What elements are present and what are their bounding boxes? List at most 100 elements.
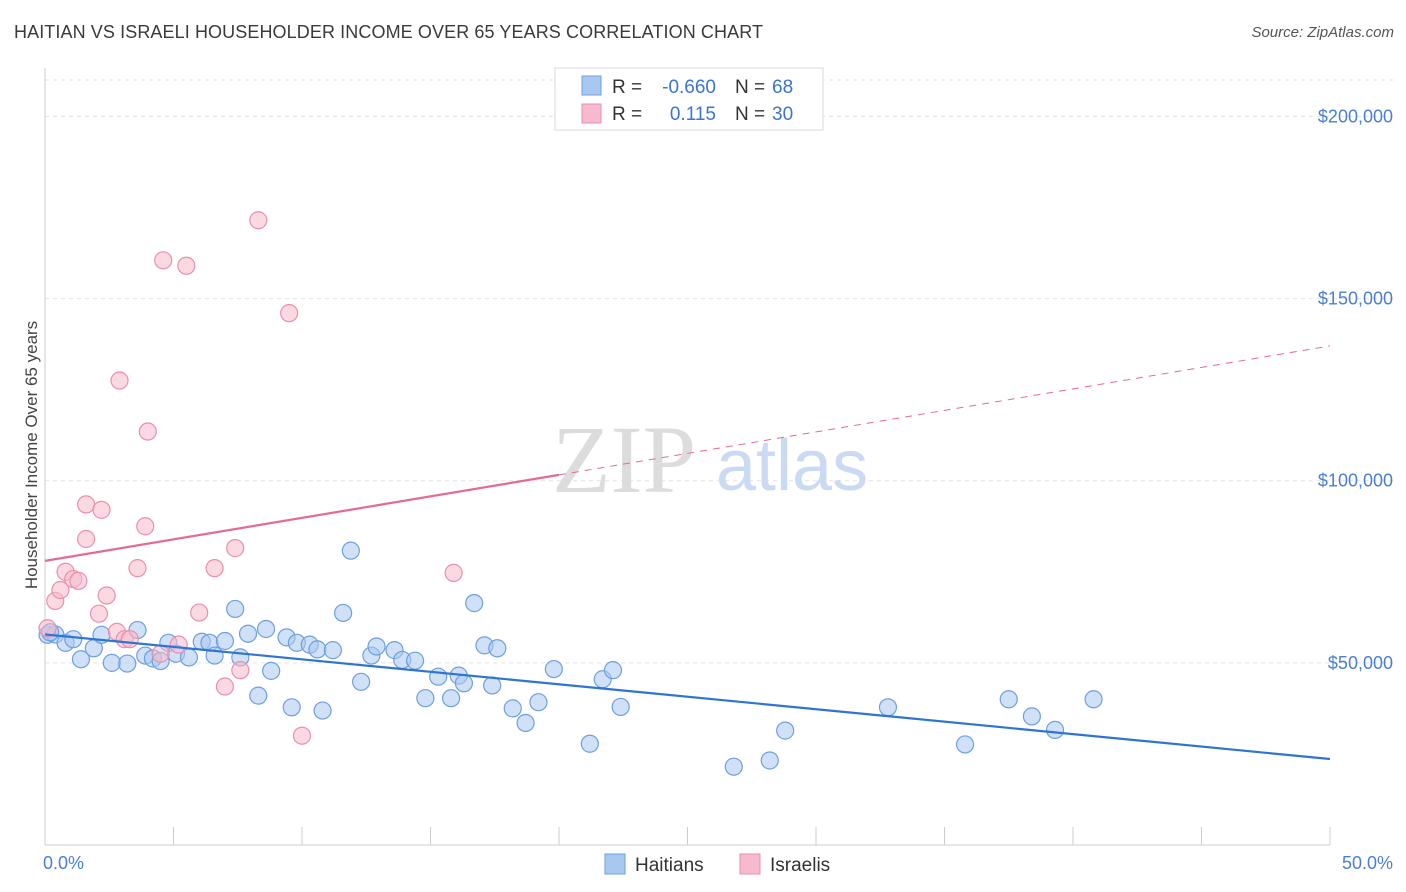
haitians-point [238,624,258,643]
israelis-point [215,677,234,696]
haitians-point [249,686,268,705]
israelis-point [136,517,155,536]
axes [44,68,1331,846]
bottom-legend-label-israelis: Israelis [770,855,830,876]
israelis-trend-line [44,473,560,562]
haitians-point [1022,707,1041,726]
legend-r-label-0: R = [612,77,642,98]
israelis-point [89,604,109,623]
israelis-point [292,726,312,745]
israelis-point [97,586,116,605]
israelis-point [249,211,268,230]
haitians-point [580,734,599,753]
haitians-point [488,639,507,658]
grid [45,79,1393,664]
legend-r-value-1: 0.115 [670,104,716,125]
haitians-trend-line [44,633,1331,761]
israelis-point [205,559,224,578]
haitians-point [313,701,332,720]
legend-swatch-israelis [581,103,602,124]
israelis-point [120,630,139,649]
chart-source: Source: ZipAtlas.com [1251,24,1394,41]
israelis-trend-line-dashed [558,345,1331,476]
haitians-point [529,693,548,712]
israelis-point [169,635,188,654]
israelis-point [110,371,129,390]
x-tick-label-min: 0.0% [43,853,84,873]
y-axis-label: Householder Income Over 65 years [22,321,41,589]
chart-title: HAITIAN VS ISRAELI HOUSEHOLDER INCOME OV… [14,22,764,42]
haitians-point [71,650,91,669]
haitians-point [405,651,425,670]
watermark-atlas: atlas [716,426,868,506]
bottom-legend: Haitians Israelis [604,853,830,876]
haitians-point [334,603,353,623]
haitians-point [454,674,474,693]
haitians-point [367,637,386,656]
y-tick-label: $200,000 [1318,106,1393,126]
watermark-zip: ZIP [552,406,696,513]
haitians-point [544,659,563,679]
haitians-point [724,757,743,776]
haitians-point [776,721,795,740]
haitians-point [429,667,448,686]
top-legend: R = -0.660 N = 68 R = 0.115 N = 30 [554,67,824,131]
haitians-point [483,676,502,695]
x-tick-label-max: 50.0% [1342,853,1393,873]
israelis-point [177,256,196,275]
haitians-point [308,640,327,659]
y-tick-label: $100,000 [1318,471,1393,491]
haitians-point [1084,690,1103,709]
bottom-legend-swatch-israelis [739,853,761,875]
haitians-point [878,698,898,717]
haitians-point [999,690,1018,709]
y-tick-label: $50,000 [1328,653,1393,673]
legend-r-label-1: R = [612,104,642,125]
bottom-legend-swatch-haitians [604,853,626,875]
haitians-point [282,698,301,717]
haitians-point [1045,720,1065,739]
israelis-point [154,251,173,270]
points [38,211,1103,776]
haitians-point [955,735,975,754]
israelis-point [444,563,463,582]
legend-swatch-haitians [581,75,602,96]
haitians-point [262,661,281,680]
israelis-point [77,529,96,549]
haitians-point [465,594,484,613]
haitians-point [603,661,623,680]
haitians-point [341,541,360,560]
israelis-point [69,571,88,590]
haitians-point [516,713,535,733]
haitians-point [503,699,522,718]
legend-n-value-1: 30 [772,104,793,125]
israelis-point [226,539,245,558]
israelis-point [128,559,147,578]
israelis-point [190,603,209,622]
israelis-point [280,304,299,323]
haitians-point [441,689,461,708]
israelis-point [51,580,70,600]
legend-n-value-0: 68 [772,77,793,98]
haitians-point [118,654,137,673]
israelis-point [151,644,170,663]
legend-r-value-0: -0.660 [662,77,716,98]
tick-labels: $50,000 $100,000 $150,000 $200,000 [1318,106,1393,672]
watermark: ZIP atlas [552,406,868,513]
israelis-point [77,495,96,514]
haitians-point [256,619,276,639]
haitians-point [215,631,234,651]
haitians-point [416,689,435,708]
israelis-point [231,661,250,680]
haitians-point [323,641,342,660]
haitians-point [102,653,121,672]
bottom-legend-label-haitians: Haitians [635,855,704,876]
israelis-point [138,422,157,441]
israelis-point [38,619,57,638]
y-tick-label: $150,000 [1318,289,1393,309]
trend-lines [44,345,1331,761]
haitians-point [226,599,245,619]
legend-n-label-0: N = [735,77,765,98]
haitians-point [352,672,371,691]
